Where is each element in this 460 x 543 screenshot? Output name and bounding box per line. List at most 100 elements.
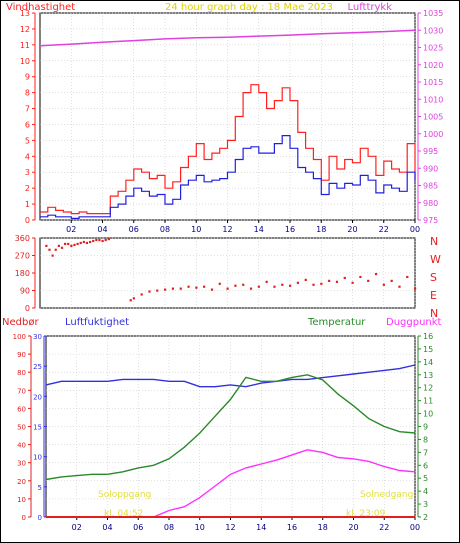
wind-gust-line	[40, 84, 416, 215]
wind-x-tick-label: 02	[66, 225, 76, 234]
wind-pressure-panel: 24 hour graph day : 18 Mae 2023 Vindhast…	[6, 2, 443, 234]
wind-x-tick-label: 14	[254, 225, 264, 234]
pressure-y-tick-label: 985	[423, 182, 438, 191]
direction-point	[51, 254, 54, 257]
pressure-y-tick-label: 1035	[423, 9, 443, 18]
pressure-y-tick-label: 1005	[423, 113, 443, 122]
temperature-axis-label: Temperatur	[307, 317, 366, 328]
direction-point	[54, 248, 57, 251]
sunset-time: kl. 23:09	[346, 509, 386, 519]
sunset-label: Solnedgang	[360, 490, 413, 500]
direction-y-tick-label: 270	[15, 252, 30, 261]
pressure-axis-label: Lufttrykk	[347, 2, 392, 13]
temperature-y-tick-label: 14	[423, 358, 433, 367]
pressure-y-tick-label: 1020	[423, 61, 443, 70]
direction-point	[64, 242, 67, 246]
wind-x-tick-label: 08	[160, 225, 170, 234]
wind-x-tick-label: 10	[191, 225, 201, 234]
direction-y-tick-label: 360	[15, 234, 30, 243]
direction-y-tick-label: 90	[20, 287, 30, 296]
sunrise-label: Soloppgang	[98, 490, 151, 500]
direction-point	[79, 241, 82, 245]
climate-x-tick-label: 04	[102, 523, 112, 532]
rain-y-tick-label: 50	[17, 424, 26, 432]
temperature-line	[45, 374, 416, 481]
pressure-y-tick-label: 995	[423, 147, 438, 156]
direction-y-ticks: 0 90 180 270 360	[15, 234, 35, 313]
sunrise-time: kl. 04:52	[104, 509, 143, 519]
direction-point	[312, 283, 315, 286]
rain-y-tick-label: 70	[17, 387, 26, 395]
humidity-axis-label: Luftfuktighet	[65, 317, 129, 328]
direction-point	[320, 282, 323, 285]
direction-point	[101, 239, 104, 243]
wind-axis-label: Vindhastighet	[6, 2, 75, 13]
wind-average-line	[40, 135, 416, 219]
direction-point	[76, 242, 79, 246]
temperature-y-tick-label: 4	[423, 487, 428, 496]
wind-y-tick-label: 10	[20, 57, 30, 66]
wind-y-tick-label: 9	[25, 73, 30, 82]
direction-point	[343, 276, 346, 280]
pressure-y-tick-label: 1000	[423, 130, 443, 139]
wind-y-tick-label: 7	[25, 105, 30, 114]
humidity-y-tick-label: 15	[33, 424, 42, 432]
rain-y-tick-label: 20	[17, 478, 26, 486]
direction-point	[67, 242, 70, 246]
direction-point	[73, 243, 76, 247]
temperature-y-tick-label: 9	[423, 423, 428, 432]
direction-point	[265, 280, 268, 283]
direction-point	[82, 240, 85, 244]
direction-y-tick-label: 0	[25, 304, 30, 313]
humidity-y-tick-label: 10	[33, 454, 42, 462]
wind-series	[39, 29, 416, 219]
wind-y-tick-label: 3	[25, 168, 30, 177]
direction-point	[85, 241, 89, 245]
pressure-y-tick-label: 1030	[423, 26, 443, 35]
wind-y-tick-label: 1	[25, 200, 30, 209]
direction-point	[374, 272, 378, 276]
temperature-y-tick-label: 10	[423, 410, 433, 419]
wind-y-tick-label: 5	[25, 136, 30, 145]
direction-point	[45, 244, 48, 247]
direction-point	[140, 293, 143, 296]
temperature-y-tick-label: 2	[423, 513, 428, 522]
rain-y-tick-label: 90	[17, 351, 26, 359]
direction-point	[95, 238, 98, 242]
climate-x-tick-label: 10	[195, 523, 205, 532]
temperature-y-tick-label: 11	[423, 397, 433, 406]
direction-point	[249, 287, 253, 290]
direction-point	[273, 285, 276, 288]
direction-point	[92, 239, 95, 243]
direction-point	[367, 279, 370, 282]
dewpoint-axis-label: Duggpunkt	[386, 317, 442, 328]
direction-point	[406, 275, 409, 279]
temperature-y-tick-label: 5	[423, 474, 428, 483]
direction-point	[328, 279, 331, 282]
temperature-y-tick-label: 15	[423, 345, 433, 354]
wind-x-tick-label: 06	[129, 225, 139, 234]
direction-point	[57, 244, 60, 247]
wind-x-tick-label: 16	[285, 225, 295, 234]
rain-y-tick-label: 10	[17, 496, 26, 504]
temperature-y-tick-label: 16	[423, 332, 433, 341]
rain-y-tick-label: 40	[17, 442, 26, 450]
climate-x-tick-label: 20	[348, 523, 358, 532]
direction-point	[281, 283, 284, 286]
wind-x-tick-label: 20	[347, 225, 357, 234]
temperature-y-ticks: 2 3 4 5 6 7 8 9 10 11 12 13 14 15 16	[418, 332, 433, 522]
humidity-y-tick-label: 20	[33, 393, 42, 401]
direction-y-tick-label: 180	[15, 269, 30, 278]
direction-point	[390, 279, 393, 282]
direction-point	[195, 286, 198, 289]
rain-y-ticks: 0 10 20 30 40 50 60 70 80 90 100	[13, 333, 31, 522]
pressure-y-tick-label: 975	[423, 216, 438, 225]
humidity-line	[45, 364, 416, 388]
direction-point	[257, 285, 260, 288]
climate-x-ticks: 02 04 06 08 10 12 14 16 18 20 22 00	[72, 517, 420, 532]
wind-y-tick-label: 8	[25, 89, 30, 98]
direction-point	[351, 281, 354, 284]
